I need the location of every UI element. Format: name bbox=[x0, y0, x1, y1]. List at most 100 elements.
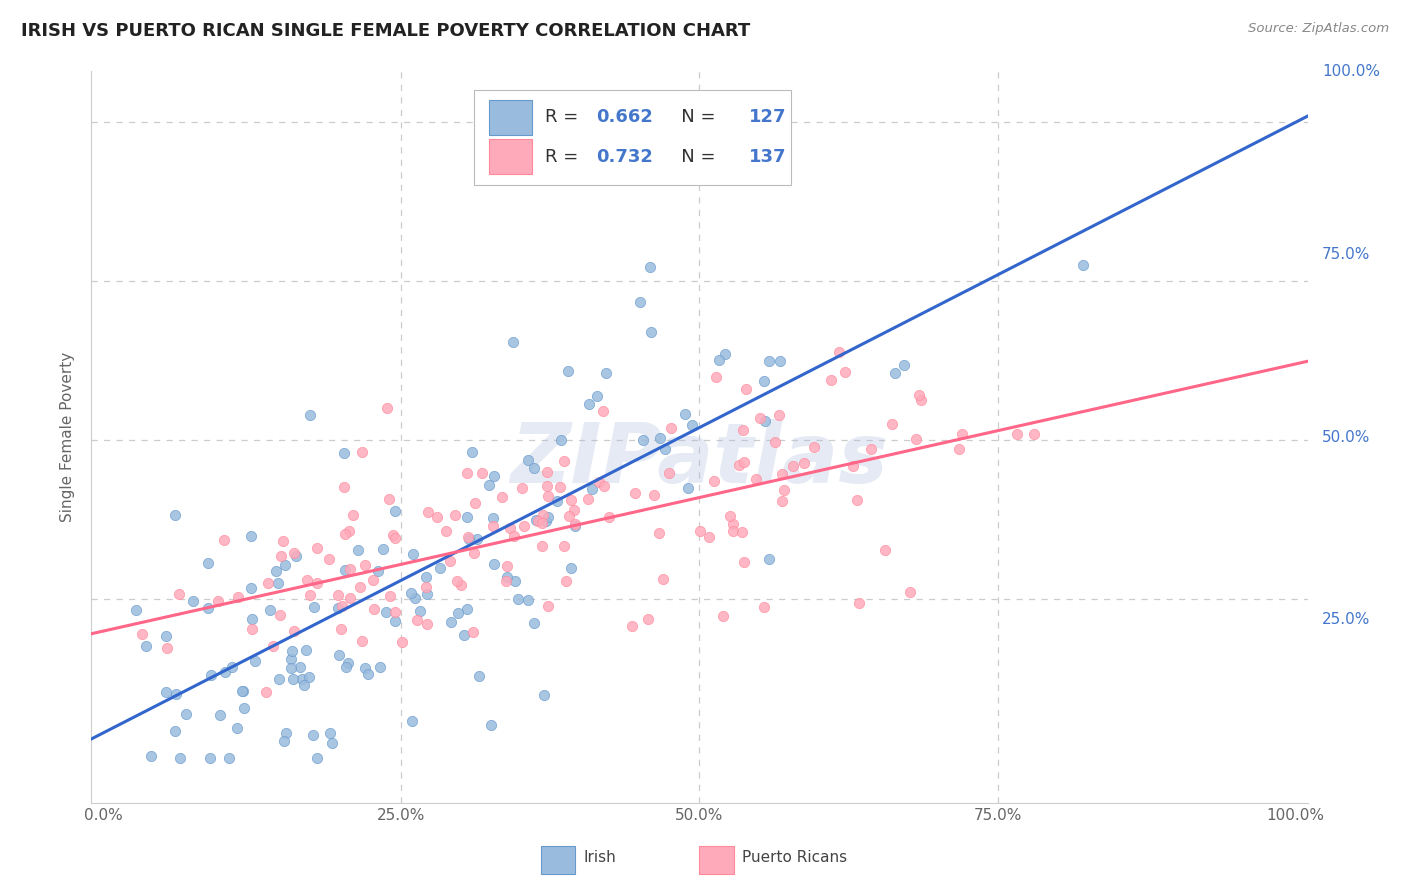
Point bbox=[349, 580, 371, 594]
Point bbox=[576, 492, 599, 507]
Point bbox=[482, 468, 505, 483]
Point bbox=[752, 599, 775, 614]
Point bbox=[471, 466, 494, 480]
Point bbox=[367, 564, 389, 578]
Point bbox=[803, 440, 825, 454]
Point bbox=[409, 604, 432, 618]
Point bbox=[440, 615, 463, 629]
Point bbox=[721, 516, 744, 531]
Point bbox=[198, 751, 221, 765]
Point bbox=[290, 660, 312, 674]
Point bbox=[335, 527, 357, 541]
Point bbox=[169, 751, 191, 765]
Point bbox=[758, 552, 780, 566]
Point bbox=[502, 529, 524, 543]
Point bbox=[197, 600, 219, 615]
FancyBboxPatch shape bbox=[474, 90, 790, 185]
Point bbox=[531, 516, 554, 531]
Text: 137: 137 bbox=[749, 148, 787, 166]
Point bbox=[267, 672, 290, 686]
Point bbox=[820, 373, 842, 387]
Point bbox=[859, 442, 882, 457]
Point bbox=[332, 446, 354, 460]
Point bbox=[640, 325, 662, 339]
Point bbox=[678, 482, 700, 496]
Point bbox=[731, 524, 754, 539]
Point bbox=[357, 666, 380, 681]
Point bbox=[754, 414, 776, 428]
Point bbox=[402, 547, 425, 561]
Point bbox=[848, 596, 870, 610]
Point bbox=[728, 458, 751, 472]
Point bbox=[733, 423, 755, 437]
Point bbox=[167, 587, 190, 601]
Point bbox=[560, 560, 582, 574]
Point bbox=[734, 382, 756, 396]
Point bbox=[271, 534, 294, 549]
Point bbox=[418, 505, 440, 519]
Point bbox=[333, 480, 356, 494]
Point bbox=[329, 622, 352, 636]
Point bbox=[638, 260, 661, 275]
Point bbox=[648, 526, 671, 541]
Point bbox=[382, 528, 405, 542]
Point bbox=[266, 575, 288, 590]
Point bbox=[415, 617, 437, 632]
Point bbox=[439, 554, 461, 568]
Point bbox=[174, 707, 197, 722]
Point bbox=[404, 591, 426, 605]
Point bbox=[218, 751, 240, 765]
Point bbox=[564, 517, 586, 532]
Text: 75.0%: 75.0% bbox=[1322, 247, 1371, 261]
Point bbox=[318, 552, 340, 566]
Point bbox=[305, 751, 328, 765]
Point bbox=[155, 685, 177, 699]
Point bbox=[770, 467, 793, 482]
Text: 50.0%: 50.0% bbox=[1322, 430, 1371, 444]
Point bbox=[536, 479, 558, 493]
Point bbox=[257, 575, 280, 590]
Point bbox=[165, 724, 187, 739]
Point bbox=[342, 508, 364, 522]
Point bbox=[555, 574, 578, 589]
Text: R =: R = bbox=[546, 148, 583, 166]
Point bbox=[703, 474, 725, 488]
Point bbox=[295, 643, 318, 657]
Point bbox=[503, 574, 526, 589]
Point bbox=[769, 354, 792, 368]
Point bbox=[564, 518, 586, 533]
Point bbox=[526, 514, 548, 528]
Point bbox=[828, 345, 851, 359]
Point bbox=[456, 601, 478, 615]
Point bbox=[948, 442, 970, 456]
FancyBboxPatch shape bbox=[489, 100, 531, 135]
Point bbox=[628, 294, 651, 309]
Point bbox=[337, 657, 360, 671]
Point bbox=[337, 524, 360, 539]
Point bbox=[321, 736, 343, 750]
Point bbox=[598, 509, 620, 524]
Point bbox=[280, 661, 302, 675]
Point bbox=[415, 570, 437, 584]
Point bbox=[274, 558, 297, 572]
Point bbox=[772, 483, 794, 498]
Point bbox=[139, 749, 162, 764]
Point bbox=[578, 397, 600, 411]
Point bbox=[225, 721, 247, 735]
Point bbox=[536, 465, 558, 479]
Point bbox=[531, 508, 554, 523]
Point bbox=[721, 524, 744, 539]
Point bbox=[517, 453, 540, 467]
Point bbox=[240, 581, 263, 595]
Point bbox=[339, 591, 361, 605]
Point bbox=[499, 521, 522, 535]
Point bbox=[363, 601, 385, 615]
Point bbox=[156, 641, 179, 656]
Point bbox=[131, 627, 153, 641]
Point bbox=[650, 431, 672, 445]
Point bbox=[254, 685, 277, 699]
Point bbox=[374, 605, 396, 619]
Point bbox=[557, 364, 579, 378]
Point bbox=[406, 613, 429, 627]
Point bbox=[226, 590, 249, 604]
